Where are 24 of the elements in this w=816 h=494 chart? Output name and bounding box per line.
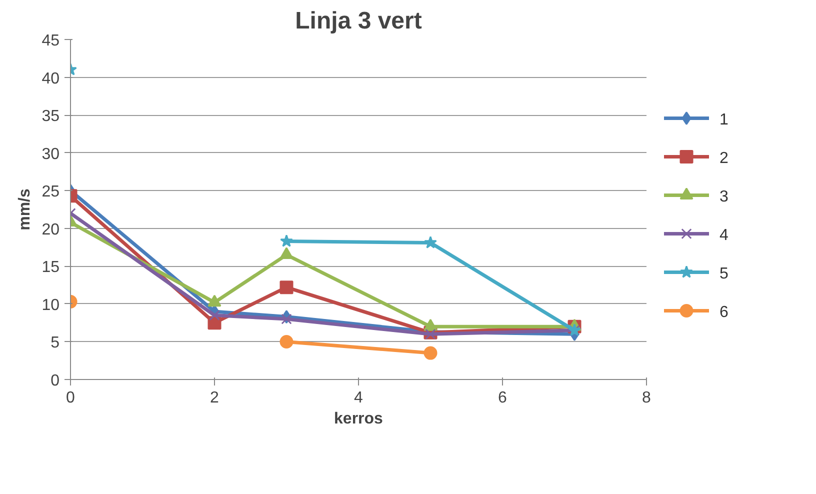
legend-label: 2 [720,150,728,167]
legend-label: 5 [720,265,728,282]
y-tick-label: 15 [42,259,60,276]
x-tick-label: 6 [498,390,508,406]
legend-label: 1 [720,111,728,128]
y-tick-label: 40 [42,70,60,88]
y-tick-label: 0 [50,372,60,390]
y-tick-label: 20 [42,221,60,238]
y-tick-label: 35 [42,108,60,126]
legend-label: 3 [720,188,728,206]
y-tick-label: 30 [42,146,60,163]
y-axis-title: mm/s [16,188,34,230]
y-tick-label: 10 [42,296,60,314]
legend-label: 4 [720,226,728,244]
y-tick-label: 45 [42,32,60,50]
x-tick-label: 2 [210,390,220,406]
chart-title: Linja 3 vert [295,8,422,34]
x-tick-label: 4 [354,390,364,406]
legend-label: 6 [720,304,728,321]
y-tick-label: 25 [42,184,60,201]
x-tick-label: 8 [642,390,652,406]
x-tick-label: 0 [66,390,76,406]
y-tick-label: 5 [50,334,60,352]
x-axis-title: kerros [334,410,384,428]
